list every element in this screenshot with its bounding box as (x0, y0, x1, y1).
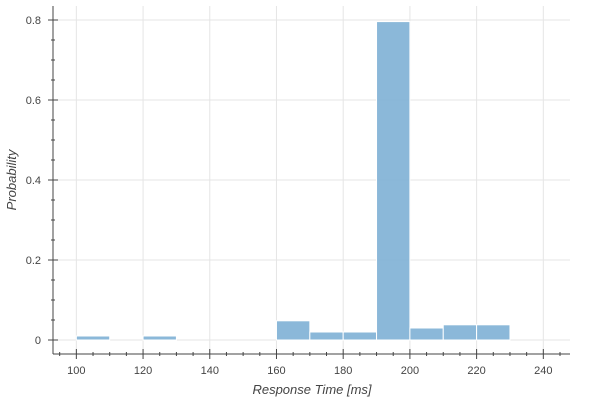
x-tick-label: 220 (467, 365, 485, 377)
histogram-bars (75, 21, 511, 341)
y-tick-label: 0 (35, 335, 41, 347)
x-tick-label: 160 (267, 365, 285, 377)
histogram-bar (342, 331, 378, 341)
y-tick-label: 0.6 (26, 95, 41, 107)
histogram-bar (409, 327, 444, 341)
histogram-bar (442, 324, 478, 341)
x-tick-label: 120 (134, 365, 152, 377)
histogram-bar (476, 324, 511, 341)
y-axis-title: Probability (4, 148, 19, 210)
histogram-bar (75, 335, 111, 341)
x-tick-label: 240 (534, 365, 552, 377)
x-tick-label: 180 (334, 365, 352, 377)
histogram-bar (309, 331, 344, 341)
histogram-bar (275, 320, 311, 341)
axes (48, 6, 570, 359)
histogram-bar (376, 21, 411, 341)
x-axis-title: Response Time [ms] (252, 382, 371, 397)
y-tick-label: 0.2 (26, 255, 41, 267)
x-tick-label: 140 (201, 365, 219, 377)
y-tick-label: 0.4 (26, 175, 41, 187)
x-tick-label: 100 (67, 365, 85, 377)
tick-labels: 100 120 140 160 180 200 220 240 0 0.2 0.4 0.6 0.8 (26, 15, 553, 377)
y-tick-label: 0.8 (26, 15, 41, 27)
x-tick-label: 200 (401, 365, 419, 377)
histogram-bar (142, 335, 177, 341)
grid (53, 6, 570, 354)
